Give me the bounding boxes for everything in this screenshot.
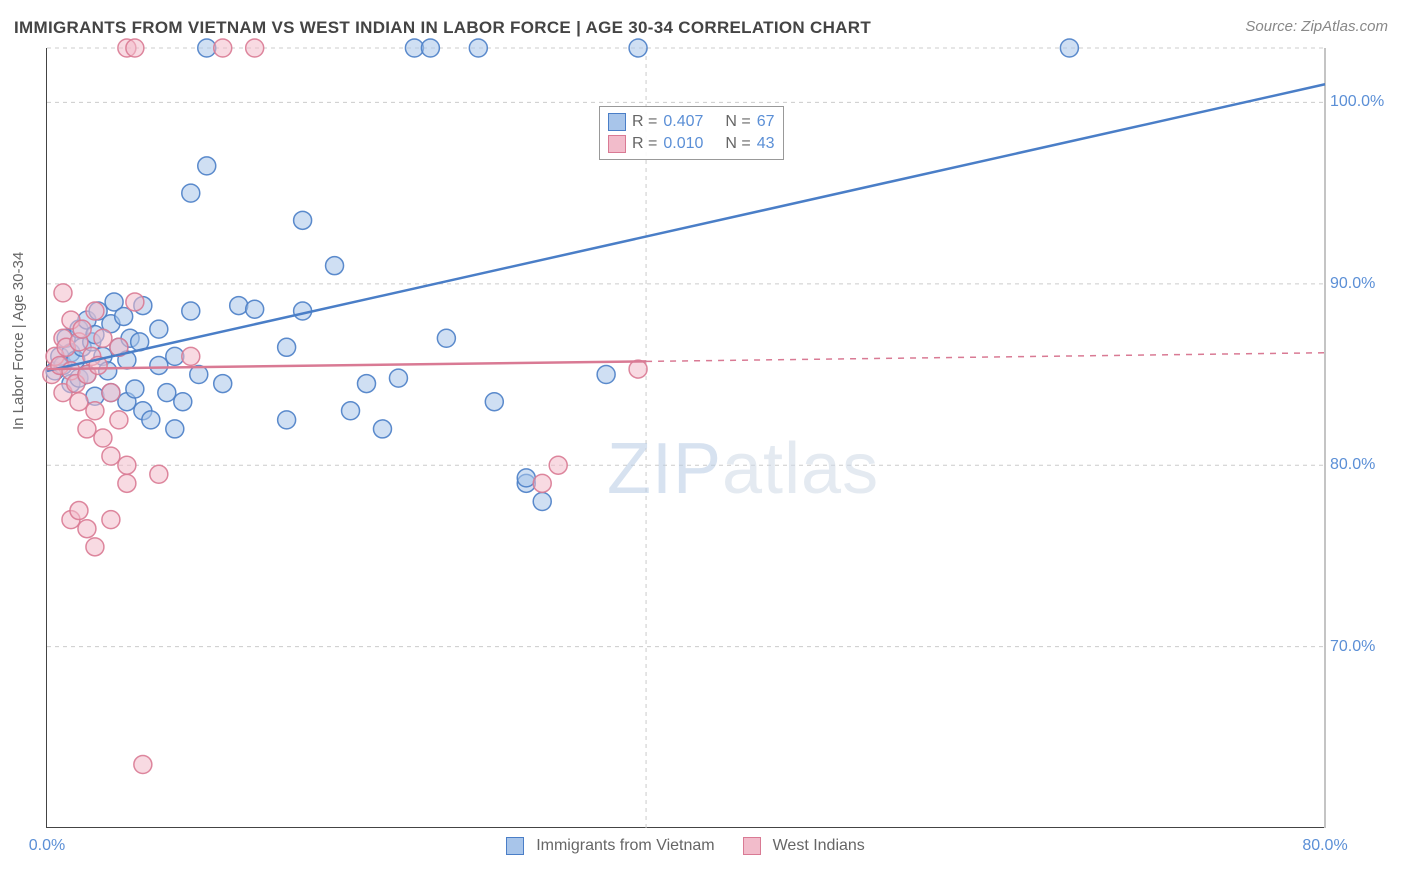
point-west-indians <box>118 474 136 492</box>
y-axis-label: In Labor Force | Age 30-34 <box>10 252 27 430</box>
point-west-indians <box>73 320 91 338</box>
source-link[interactable]: ZipAtlas.com <box>1301 18 1388 35</box>
point-west-indians <box>150 465 168 483</box>
point-vietnam <box>469 39 487 57</box>
point-west-indians <box>533 474 551 492</box>
point-vietnam <box>533 492 551 510</box>
point-vietnam <box>373 420 391 438</box>
source-label: Source: <box>1245 18 1301 35</box>
legend-item: Immigrants from Vietnam <box>506 837 714 855</box>
chart-title: IMMIGRANTS FROM VIETNAM VS WEST INDIAN I… <box>14 18 871 38</box>
legend-label: West Indians <box>773 837 865 855</box>
correlation-chart: IMMIGRANTS FROM VIETNAM VS WEST INDIAN I… <box>0 0 1406 892</box>
legend-series: Immigrants from Vietnam West Indians <box>47 837 1324 855</box>
legend-n-label: N = <box>725 111 750 133</box>
point-vietnam <box>437 329 455 347</box>
point-west-indians <box>118 456 136 474</box>
point-vietnam <box>278 338 296 356</box>
legend-swatch <box>608 113 626 131</box>
point-vietnam <box>158 384 176 402</box>
point-vietnam <box>174 393 192 411</box>
point-west-indians <box>110 411 128 429</box>
point-west-indians <box>70 502 88 520</box>
point-west-indians <box>549 456 567 474</box>
point-vietnam <box>326 257 344 275</box>
ytick: 80.0% <box>1330 456 1390 474</box>
point-west-indians <box>86 402 104 420</box>
legend-n-label: N = <box>725 133 750 155</box>
point-west-indians <box>54 284 72 302</box>
point-west-indians <box>78 420 96 438</box>
point-west-indians <box>214 39 232 57</box>
point-vietnam <box>629 39 647 57</box>
point-vietnam <box>246 300 264 318</box>
legend-r-label: R = <box>632 133 657 155</box>
legend-n-value: 43 <box>757 133 775 155</box>
point-vietnam <box>1060 39 1078 57</box>
legend-r-value: 0.010 <box>663 133 703 155</box>
point-west-indians <box>102 511 120 529</box>
legend-stat-row: R = 0.407 N = 67 <box>608 111 775 133</box>
xtick: 0.0% <box>29 837 65 855</box>
point-vietnam <box>389 369 407 387</box>
legend-label: Immigrants from Vietnam <box>536 837 714 855</box>
point-west-indians <box>102 384 120 402</box>
point-west-indians <box>86 538 104 556</box>
point-vietnam <box>358 375 376 393</box>
point-vietnam <box>294 211 312 229</box>
legend-n-value: 67 <box>757 111 775 133</box>
point-west-indians <box>246 39 264 57</box>
ytick: 90.0% <box>1330 275 1390 293</box>
point-vietnam <box>182 302 200 320</box>
legend-stat-row: R = 0.010 N = 43 <box>608 133 775 155</box>
point-west-indians <box>70 393 88 411</box>
legend-swatch <box>743 837 761 855</box>
ytick: 100.0% <box>1330 93 1390 111</box>
point-vietnam <box>485 393 503 411</box>
point-west-indians <box>94 329 112 347</box>
point-vietnam <box>182 184 200 202</box>
point-west-indians <box>126 293 144 311</box>
point-vietnam <box>421 39 439 57</box>
point-vietnam <box>150 320 168 338</box>
legend-r-value: 0.407 <box>663 111 703 133</box>
point-vietnam <box>597 366 615 384</box>
point-vietnam <box>214 375 232 393</box>
point-west-indians <box>182 347 200 365</box>
point-vietnam <box>166 420 184 438</box>
point-vietnam <box>198 157 216 175</box>
point-west-indians <box>86 302 104 320</box>
legend-stats: R = 0.407 N = 67 R = 0.010 N = 43 <box>599 106 784 160</box>
point-west-indians <box>126 39 144 57</box>
legend-swatch <box>506 837 524 855</box>
point-vietnam <box>278 411 296 429</box>
trend-west-indians-ext <box>646 353 1325 362</box>
legend-swatch <box>608 135 626 153</box>
trend-west-indians <box>47 361 646 369</box>
point-vietnam <box>342 402 360 420</box>
plot-area: ZIPatlas R = 0.407N = 67R = 0.010N = 43 … <box>46 48 1324 828</box>
point-west-indians <box>102 447 120 465</box>
point-west-indians <box>78 520 96 538</box>
ytick: 70.0% <box>1330 638 1390 656</box>
point-vietnam <box>142 411 160 429</box>
xtick: 80.0% <box>1302 837 1347 855</box>
point-vietnam <box>150 356 168 374</box>
plot-svg <box>47 48 1324 827</box>
legend-item: West Indians <box>743 837 865 855</box>
point-west-indians <box>134 756 152 774</box>
point-vietnam <box>230 297 248 315</box>
point-west-indians <box>94 429 112 447</box>
legend-r-label: R = <box>632 111 657 133</box>
point-vietnam <box>126 380 144 398</box>
source-attribution: Source: ZipAtlas.com <box>1245 18 1388 35</box>
